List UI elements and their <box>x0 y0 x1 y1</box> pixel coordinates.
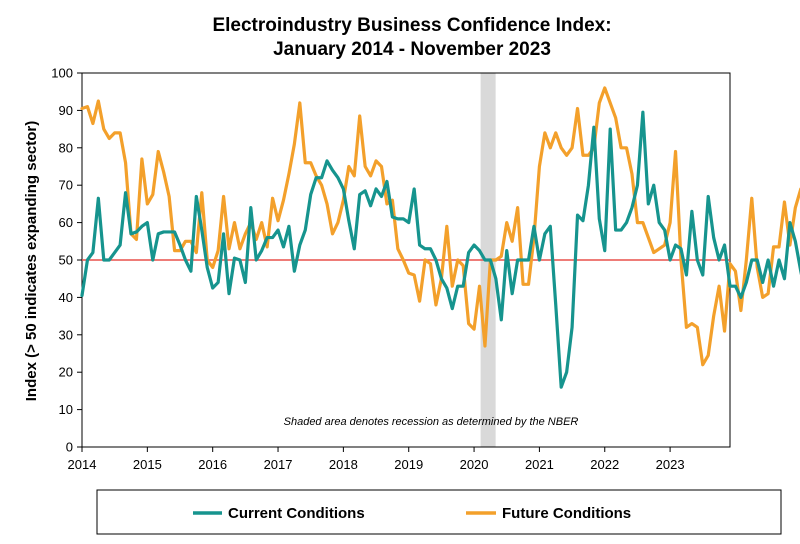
legend: Current Conditions Future Conditions <box>96 489 782 535</box>
y-tick-label: 20 <box>59 365 73 380</box>
x-tick-label: 2014 <box>68 457 97 472</box>
x-tick-label: 2015 <box>133 457 162 472</box>
x-tick-label: 2020 <box>460 457 489 472</box>
x-tick-label: 2019 <box>394 457 423 472</box>
series-line-current-conditions <box>80 110 800 389</box>
recession-annotation: Shaded area denotes recession as determi… <box>284 416 579 428</box>
y-tick-label: 50 <box>59 253 73 268</box>
y-tick-label: 90 <box>59 103 73 118</box>
x-tick-label: 2023 <box>656 457 685 472</box>
y-tick-label: 10 <box>59 402 73 417</box>
x-tick-label: 2017 <box>264 457 293 472</box>
y-tick-label: 30 <box>59 327 73 342</box>
y-axis-label: Index (> 50 indicates expanding sector) <box>23 121 40 402</box>
x-tick-label: 2021 <box>525 457 554 472</box>
y-tick-label: 70 <box>59 178 73 193</box>
x-tick-label: 2022 <box>590 457 619 472</box>
legend-label-future: Future Conditions <box>502 505 631 522</box>
y-tick-label: 0 <box>66 440 73 455</box>
chart-title-line-1: Electroindustry Business Confidence Inde… <box>212 15 611 36</box>
x-tick-label: 2018 <box>329 457 358 472</box>
y-tick-label: 80 <box>59 140 73 155</box>
chart-title-line-2: January 2014 - November 2023 <box>273 39 551 60</box>
x-tick-label: 2016 <box>198 457 227 472</box>
y-tick-label: 60 <box>59 215 73 230</box>
plot-area: 0 10 20 30 40 50 60 70 80 90 100 2014 2015 2016 2017 20… <box>51 66 800 472</box>
legend-label-current: Current Conditions <box>228 505 365 522</box>
y-tick-label: 100 <box>51 66 73 81</box>
y-tick-label: 40 <box>59 290 73 305</box>
